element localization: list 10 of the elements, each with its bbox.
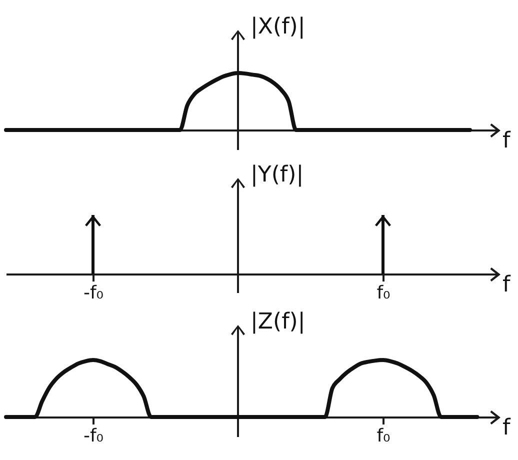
x-axis-title: f — [502, 128, 512, 154]
x-axis-title: f — [502, 416, 512, 440]
x-tick-label: -f₀ — [83, 282, 104, 304]
y-axis-title: |Z(f)| — [250, 310, 306, 334]
x-tick-label: f₀ — [376, 426, 390, 446]
y-axis-title: |X(f)| — [250, 14, 306, 40]
x-axis-title: f — [502, 272, 512, 298]
x-tick-label: f₀ — [376, 282, 390, 304]
y-axis-title: |Y(f)| — [250, 162, 304, 188]
x-tick-label: -f₀ — [83, 426, 104, 446]
